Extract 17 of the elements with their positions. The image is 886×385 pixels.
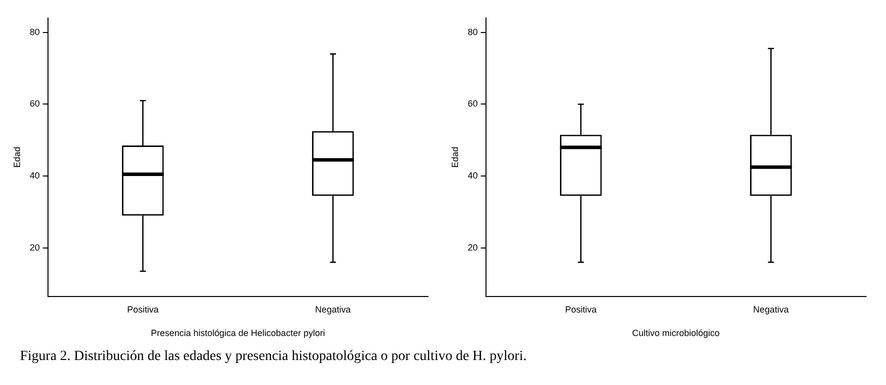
y-tick-label: 20 [30,242,40,252]
y-axis-title: Edad [450,146,460,168]
y-axis-title: Edad [12,146,22,168]
x-tick-label: Negativa [753,304,789,314]
y-tick-label: 60 [468,98,478,109]
y-tick-label: 20 [468,242,478,252]
x-tick-label: Positiva [565,304,597,314]
y-tick-label: 40 [468,170,478,181]
y-tick-label: 80 [468,26,478,37]
x-axis-title: Presencia histológica de Helicobacter pylori [150,328,325,338]
y-tick-label: 60 [30,98,40,109]
y-tick-label: 80 [30,26,40,37]
text: Figura 2. Distribución de las edades y presencia histopatológica o por cultivo de H. pylori. [20,349,528,365]
y-tick-label: 40 [30,170,40,181]
x-axis-title: Cultivo microbiológico [632,328,720,338]
x-tick-label: Negativa [315,304,351,314]
x-tick-label: Positiva [127,304,159,314]
